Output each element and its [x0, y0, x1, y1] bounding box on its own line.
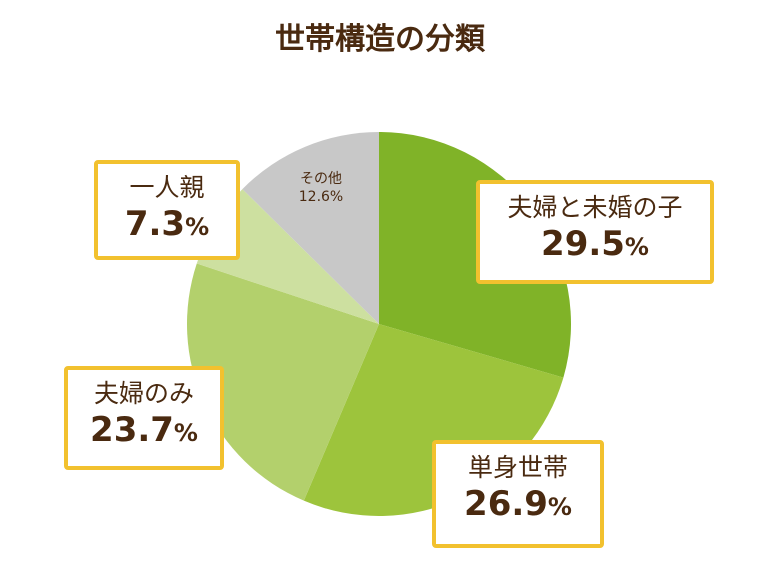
- slice-value-single-parent: 7.3: [124, 204, 186, 244]
- pie-slice-married-couple-with-children: [379, 132, 572, 378]
- percent-sign: %: [173, 419, 198, 447]
- callout-couple-only: 夫婦のみ 23.7%: [64, 366, 224, 470]
- slice-label-other: その他: [300, 171, 342, 187]
- pie-slice-single-parent: [196, 189, 379, 324]
- slice-label-couple-only: 夫婦のみ: [93, 379, 194, 408]
- percent-sign: %: [624, 233, 649, 261]
- inner-label-other: その他 12.6%: [276, 170, 366, 206]
- slice-value-married-couple-with-children: 29.5: [541, 224, 625, 264]
- percent-sign: %: [547, 493, 572, 521]
- slice-value-couple-only: 23.7: [90, 410, 174, 450]
- slice-label-single-household: 単身世帯: [467, 453, 568, 482]
- callout-single-parent: 一人親 7.3%: [94, 160, 240, 260]
- percent-sign: %: [185, 213, 210, 241]
- slice-label-married-couple-with-children: 夫婦と未婚の子: [507, 193, 683, 222]
- pie-slice-couple-only: [187, 263, 379, 501]
- slice-label-single-parent: 一人親: [129, 173, 205, 202]
- pie-slice-other: [242, 132, 379, 324]
- chart-title: 世帯構造の分類: [275, 22, 485, 57]
- callout-single-household: 単身世帯 26.9%: [432, 440, 604, 548]
- slice-value-single-household: 26.9: [464, 484, 548, 524]
- slice-value-other: 12.6%: [298, 189, 344, 205]
- callout-married-couple-with-children: 夫婦と未婚の子 29.5%: [476, 180, 714, 284]
